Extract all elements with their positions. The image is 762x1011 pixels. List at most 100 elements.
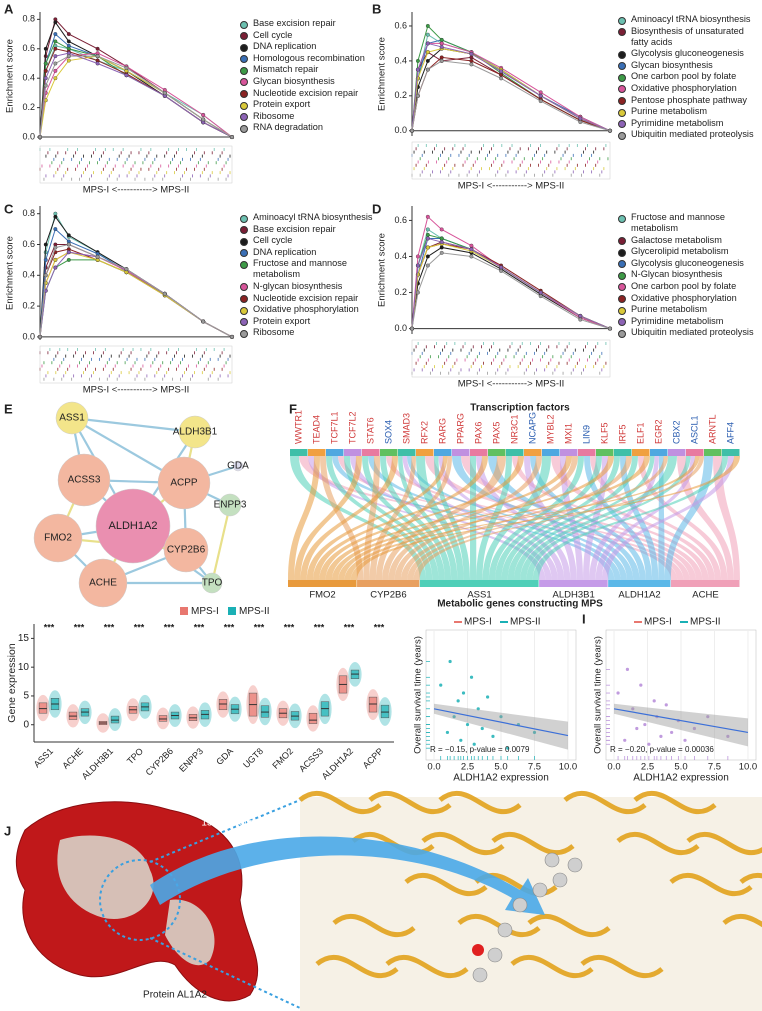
y-tick-label: 0.4	[394, 251, 407, 261]
sankey-link	[288, 456, 320, 580]
point	[631, 707, 635, 711]
enrichment-point	[469, 243, 474, 248]
factor-bar	[650, 449, 668, 456]
gene-label: FMO2	[309, 590, 335, 601]
panel-label: E	[4, 401, 13, 416]
legend-label: MPS-II	[510, 617, 541, 628]
sankey-link	[306, 456, 448, 580]
factor-label: KLF5	[599, 422, 609, 444]
ligand-atom	[487, 947, 503, 963]
legend-label: One carbon pool by folate	[631, 280, 737, 291]
factor-bar	[362, 449, 380, 456]
sankey-link	[369, 456, 416, 580]
x-tick-label: ACPP	[361, 746, 385, 770]
legend-swatch	[618, 271, 626, 280]
network-node	[163, 527, 209, 573]
enrichment-point	[66, 58, 71, 63]
legend-swatch	[228, 607, 236, 615]
legend-item: Base excision repair	[240, 224, 376, 235]
factor-label: ELF1	[635, 422, 645, 444]
ribbon	[580, 954, 664, 979]
x-tick-label: 7.5	[528, 762, 541, 773]
point	[465, 722, 470, 727]
enrichment-point	[425, 58, 430, 63]
enrichment-point	[66, 39, 71, 44]
enrichment-point	[415, 263, 420, 268]
factor-label: CBX2	[671, 420, 681, 444]
x-tick-label: ACSS3	[297, 746, 325, 774]
y-axis-title: Gene expression	[6, 643, 18, 723]
x-axis-title: ALDH1A2 expression	[633, 773, 729, 784]
legend-label: Pyrimidine metabolism	[631, 315, 724, 326]
rug-frame	[39, 145, 233, 184]
enrichment-point	[66, 233, 71, 238]
legend-item: Oxidative phosphorylation	[618, 83, 754, 94]
sankey-link	[413, 456, 704, 580]
enrichment-curve	[39, 251, 233, 338]
legend-item: Biosynthesis of unsaturated fatty acids	[618, 26, 754, 48]
factor-bar	[506, 449, 524, 456]
legend-label: Aminoacyl tRNA biosynthesis	[253, 212, 373, 222]
factor-bar	[560, 449, 578, 456]
sankey-link	[338, 456, 650, 580]
gene-bar	[539, 580, 608, 587]
enrichment-curve	[39, 52, 233, 138]
network-edge	[210, 504, 232, 584]
legend-label: MPS-I	[644, 617, 672, 628]
legend-swatch	[618, 295, 626, 304]
ribbon	[438, 790, 522, 815]
node-label: ACPP	[170, 478, 198, 489]
enrichment-point	[53, 68, 58, 73]
point	[639, 683, 643, 687]
enrichment-point	[410, 326, 414, 331]
enrichment-curve	[39, 251, 233, 338]
enrichment-point	[53, 227, 58, 232]
protein-patch	[57, 835, 154, 919]
factor-bar	[632, 449, 650, 456]
enrichment-point	[425, 263, 430, 268]
rug-frame	[411, 141, 611, 180]
factor-bar	[398, 449, 416, 456]
enrichment-point	[425, 24, 430, 28]
ribbon	[510, 954, 594, 979]
y-tick-label: 0.8	[22, 14, 35, 24]
ligand-label: 13-cis-Retinoic acid	[201, 818, 288, 829]
legend-item: Oxidative phosphorylation	[618, 293, 754, 304]
legend-item: Fructose and mannose metabolism	[240, 258, 376, 280]
sankey-link	[338, 456, 684, 580]
y-tick-label: 0.2	[394, 90, 407, 100]
legend-label: MPS-II	[239, 606, 270, 617]
legend-label: Ribosome	[253, 327, 295, 338]
factor-bar	[542, 449, 560, 456]
ligand-atom	[567, 857, 583, 873]
node-label: CYP2B6	[167, 545, 206, 556]
x-tick-label: ASS1	[32, 746, 55, 769]
sankey-title: Transcription factors	[470, 403, 570, 414]
rug-frame	[39, 345, 233, 384]
enrichment-point	[578, 116, 583, 121]
legend-item: Ubiquitin mediated proteolysis	[618, 327, 754, 338]
enrichment-point	[469, 254, 474, 259]
ligand-atom	[552, 872, 568, 888]
node-label: ACSS3	[68, 475, 101, 486]
node-label: FMO2	[44, 533, 72, 544]
significance-label: ***	[224, 622, 235, 632]
significance-label: ***	[314, 622, 325, 632]
legend-swatch	[618, 28, 626, 37]
ribbon	[457, 913, 541, 938]
factor-label: RARG	[437, 418, 447, 444]
x-tick-label: 5.0	[494, 762, 507, 773]
legend-item: Glycolysis gluconeogenesis	[618, 258, 754, 269]
legend-label: One carbon pool by folate	[631, 71, 737, 82]
legend-item: Homologous recombination	[240, 53, 376, 64]
x-tick-label: 5.0	[674, 762, 687, 773]
box	[368, 696, 378, 713]
sankey-link	[407, 456, 668, 580]
legend-swatch	[618, 329, 626, 338]
legend-label: Purine metabolism	[631, 304, 708, 315]
legend-item: Ribosome	[240, 111, 376, 122]
legend-item: Aminoacyl tRNA biosynthesis	[240, 212, 376, 223]
legend-item: N-glycan biosynthesis	[240, 281, 376, 292]
y-tick-label: 0.2	[394, 287, 407, 297]
